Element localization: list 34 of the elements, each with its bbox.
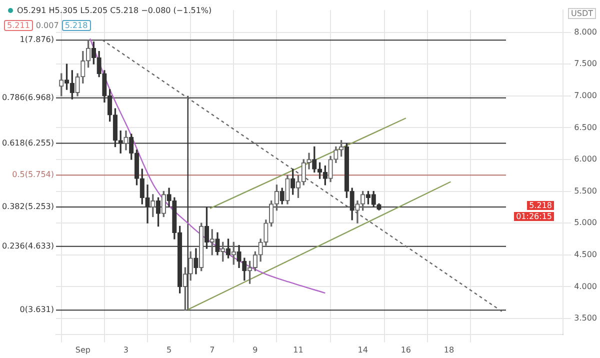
x-tick-label: 3 (123, 345, 129, 354)
y-tick-label: 4.000 (574, 282, 598, 291)
ref-line-label: 0.618(6.255) (2, 138, 54, 148)
x-tick-label: 18 (444, 345, 454, 354)
ref-line-label: 0.786(6.968) (2, 92, 54, 102)
annotation: O5.291 H5.305 L5.205 C5.218 −0.080 (−1.51%) (17, 6, 212, 15)
x-tick-label: 16 (400, 345, 411, 354)
ref-line-label: 0.382(5.253) (2, 202, 54, 212)
annotation: 01:26:15 (514, 212, 554, 221)
x-tick-label: 11 (293, 345, 304, 354)
y-tick-label: 3.500 (574, 314, 598, 323)
text: 5.211 (4, 20, 33, 31)
ref-line-label: 0.236(4.633) (2, 242, 54, 251)
y-tick-label: 7.500 (574, 59, 598, 68)
x-tick-label: 14 (358, 345, 368, 354)
annotation: 0.007 (36, 21, 59, 30)
text: USDT (568, 8, 596, 19)
x-tick-label: 7 (210, 345, 215, 354)
ref-line-label: 1(7.876) (20, 35, 54, 44)
y-tick-label: 6.500 (574, 122, 598, 132)
y-tick-label: 6.000 (574, 154, 598, 164)
annotation: 5.218 (62, 20, 91, 31)
ref-line-label: 0.5(5.754) (12, 170, 54, 180)
x-tick-label: 5 (166, 345, 172, 354)
x-tick-label: 9 (252, 345, 258, 354)
x-tick-label: Sep (75, 345, 90, 354)
ref-line-label: 0(3.631) (20, 305, 54, 314)
y-tick-label: 7.000 (574, 90, 598, 100)
annotation: 5.218 (527, 201, 554, 210)
y-tick-label: 5.500 (574, 186, 598, 196)
y-tick-label: 8.000 (574, 27, 598, 36)
y-tick-label: 4.500 (574, 250, 598, 259)
line-series (89, 38, 326, 294)
y-tick-label: 5.000 (574, 218, 598, 228)
